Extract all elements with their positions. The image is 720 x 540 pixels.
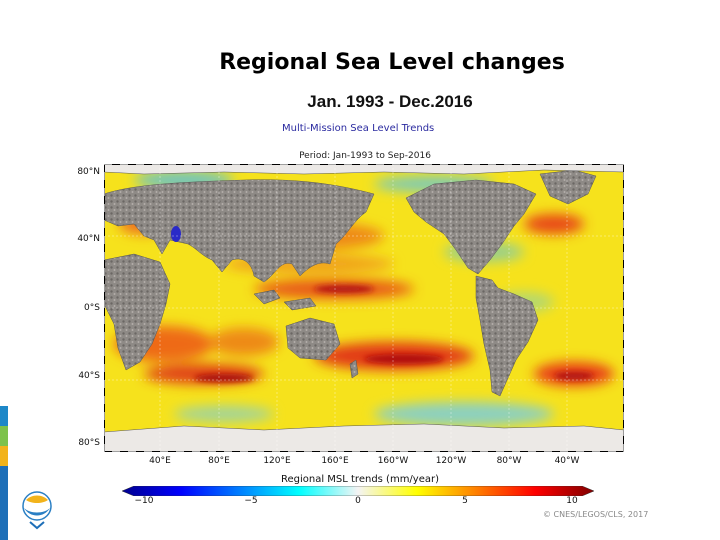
slide-title: Regional Sea Level changes [219, 50, 565, 75]
map-gridlines [104, 164, 624, 452]
lon-label-40w: 40°W [554, 456, 580, 466]
lon-label-120e: 120°E [263, 456, 291, 466]
decor-stripe-green [0, 426, 8, 446]
lon-label-80e: 80°E [208, 456, 230, 466]
sea-level-trend-map [104, 164, 624, 452]
colorbar-tick-minus5: −5 [244, 496, 258, 506]
copyright-notice: © CNES/LEGOS/CLS, 2017 [543, 510, 649, 519]
mission-label: Multi-Mission Sea Level Trends [282, 123, 435, 134]
slide-subtitle: Jan. 1993 - Dec.2016 [307, 92, 473, 111]
lat-label-80s: 80°S [78, 438, 100, 448]
period-label: Period: Jan-1993 to Sep-2016 [299, 151, 431, 161]
lon-label-120w: 120°W [435, 456, 467, 466]
lat-label-0: 0°S [84, 303, 100, 313]
land-masses [104, 164, 624, 452]
colorbar [122, 486, 594, 496]
decor-stripe-navy [0, 466, 8, 540]
colorbar-tick-5: 5 [462, 496, 468, 506]
colorbar-tick-0: 0 [355, 496, 361, 506]
lat-label-80n: 80°N [77, 167, 100, 177]
lon-label-80w: 80°W [496, 456, 522, 466]
lon-label-160e: 160°E [321, 456, 349, 466]
colorbar-tick-minus10: −10 [134, 496, 154, 506]
lat-label-40s: 40°S [78, 371, 100, 381]
colorbar-title: Regional MSL trends (mm/year) [280, 474, 440, 485]
decor-stripe-orange [0, 446, 8, 466]
colorbar-tick-10: 10 [566, 496, 578, 506]
lon-label-160w: 160°W [377, 456, 409, 466]
caspian-sea [171, 226, 181, 242]
aviso-globe-logo [22, 491, 52, 530]
lat-label-40n: 40°N [77, 234, 100, 244]
decor-stripe-blue [0, 406, 8, 426]
lon-label-40e: 40°E [149, 456, 171, 466]
